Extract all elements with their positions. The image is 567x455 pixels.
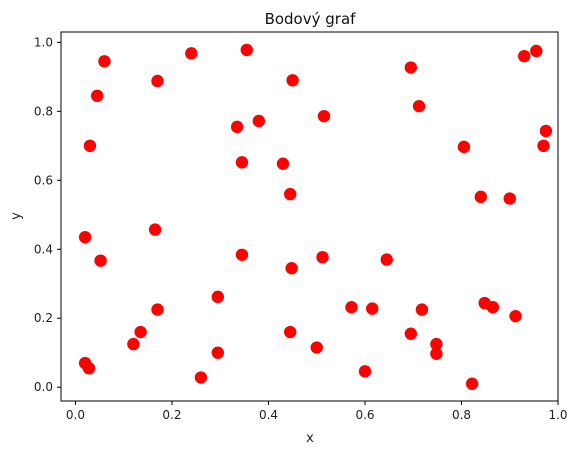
data-point-46	[509, 310, 521, 322]
data-point-41	[466, 378, 478, 390]
x-tick-label: 0.8	[452, 408, 471, 422]
data-point-11	[151, 303, 163, 315]
data-point-19	[236, 249, 248, 261]
y-tick-label: 0.8	[34, 104, 53, 118]
y-axis: 0.0 0.2 0.4 0.6 0.8 1.0	[34, 35, 61, 394]
data-point-40	[458, 141, 470, 153]
data-point-7	[83, 362, 95, 374]
data-point-2	[84, 140, 96, 152]
data-point-16	[212, 347, 224, 359]
data-point-37	[416, 303, 428, 315]
data-point-15	[212, 291, 224, 303]
data-point-24	[284, 326, 296, 338]
data-point-30	[345, 301, 357, 313]
data-point-9	[134, 326, 146, 338]
data-point-36	[413, 100, 425, 112]
y-tick-label: 1.0	[34, 35, 53, 49]
data-point-10	[149, 223, 161, 235]
data-point-8	[127, 338, 139, 350]
data-point-3	[91, 90, 103, 102]
y-tick-label: 0.6	[34, 173, 53, 187]
points-layer	[79, 44, 552, 390]
data-point-32	[366, 302, 378, 314]
data-point-18	[236, 156, 248, 168]
data-point-22	[277, 158, 289, 170]
data-point-28	[316, 251, 328, 263]
x-tick-label: 0.4	[259, 408, 278, 422]
data-point-48	[530, 45, 542, 57]
x-tick-label: 0.2	[162, 408, 181, 422]
data-point-49	[537, 140, 549, 152]
data-point-17	[231, 121, 243, 133]
data-point-25	[285, 262, 297, 274]
data-point-20	[241, 44, 253, 56]
data-point-12	[151, 75, 163, 87]
data-point-44	[487, 301, 499, 313]
y-axis-label: y	[9, 212, 24, 220]
y-tick-label: 0.2	[34, 311, 53, 325]
data-point-39	[430, 348, 442, 360]
x-axis-label: x	[306, 431, 314, 446]
data-point-23	[284, 188, 296, 200]
x-tick-label: 1.0	[548, 408, 567, 422]
x-tick-label: 0.0	[66, 408, 85, 422]
data-point-50	[540, 125, 552, 137]
data-point-21	[253, 115, 265, 127]
y-tick-label: 0.0	[34, 380, 53, 394]
data-point-34	[405, 61, 417, 73]
data-point-4	[98, 55, 110, 67]
data-point-27	[311, 341, 323, 353]
data-point-31	[359, 365, 371, 377]
data-point-13	[185, 47, 197, 59]
data-point-1	[79, 231, 91, 243]
data-point-26	[286, 74, 298, 86]
x-tick-label: 0.6	[355, 408, 374, 422]
data-point-29	[318, 110, 330, 122]
data-point-47	[518, 50, 530, 62]
y-tick-label: 0.4	[34, 242, 53, 256]
data-point-14	[195, 371, 207, 383]
data-point-5	[94, 254, 106, 266]
x-axis: 0.0 0.2 0.4 0.6 0.8 1.0	[66, 401, 567, 422]
data-point-45	[504, 192, 516, 204]
data-point-33	[381, 253, 393, 265]
data-point-42	[475, 191, 487, 203]
data-point-35	[405, 328, 417, 340]
chart-title: Bodový graf	[265, 10, 357, 28]
